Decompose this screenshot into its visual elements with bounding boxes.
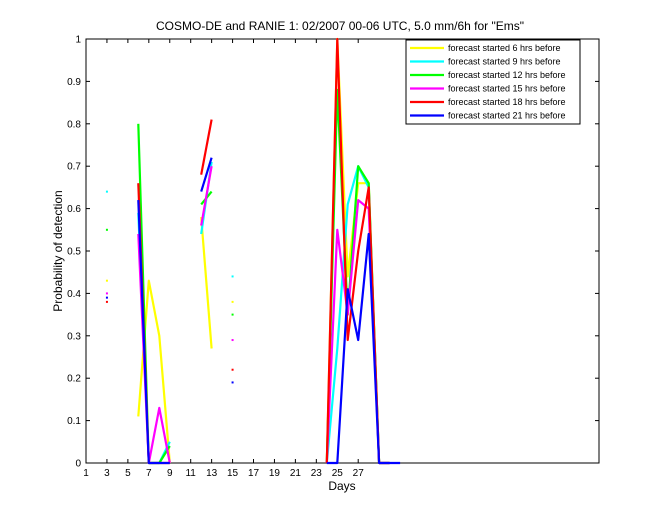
legend-label: forecast started 12 hrs before [448,70,566,80]
y-tick-label: 0.2 [67,374,81,385]
data-point [231,368,234,371]
y-tick-label: 0.4 [67,289,81,300]
x-tick-label: 19 [269,468,281,479]
legend-label: forecast started 18 hrs before [448,97,566,107]
data-point [105,190,108,193]
x-tick-label: 5 [125,468,131,479]
x-tick-label: 17 [248,468,260,479]
legend: forecast started 6 hrs before forecast st… [405,39,581,125]
data-point [105,228,108,231]
x-tick-label: 9 [167,468,173,479]
x-tick-label: 11 [185,468,196,479]
data-point [231,339,234,342]
legend-label: forecast started 15 hrs before [448,84,566,94]
data-point [105,296,108,299]
legend-label: forecast started 6 hrs before [448,43,561,53]
axis-ticks: 1 3 5 7 9 11 13 15 17 19 21 23 25 2700.10.20.30.40.50… [67,35,599,479]
x-tick-label: 13 [206,468,218,479]
series-line [200,166,213,226]
y-tick-label: 0.1 [67,416,81,427]
y-tick-label: 0.8 [67,119,81,130]
series-lines [105,37,401,465]
x-axis-title: Days [328,479,355,493]
y-tick-label: 0.6 [67,204,81,215]
series-line [137,200,170,465]
x-tick-label: 25 [332,468,344,479]
data-point [231,313,234,316]
data-point [105,292,108,295]
y-tick-label: 0.3 [67,331,81,342]
y-tick-label: 0.5 [67,247,81,258]
series-line [326,232,401,465]
chart-title: COSMO-DE and RANIE 1: 02/2007 00-06 UTC,… [156,19,524,33]
x-tick-label: 15 [227,468,239,479]
x-tick-label: 3 [104,468,110,479]
y-tick-label: 1 [75,35,81,46]
data-point [231,300,234,303]
x-tick-label: 7 [146,468,152,479]
y-axis-title: Probability of detection [51,190,65,311]
series-line [200,217,213,349]
legend-label: forecast started 9 hrs before [448,57,561,67]
data-point [105,279,108,282]
y-tick-label: 0.9 [67,77,81,88]
x-tick-label: 27 [353,468,365,479]
data-point [105,300,108,303]
y-tick-label: 0 [75,459,81,470]
data-point [231,275,234,278]
x-tick-label: 21 [290,468,302,479]
y-tick-label: 0.7 [67,162,81,173]
series-5 [105,157,401,465]
series-line [200,119,213,175]
legend-box [405,39,581,125]
data-point [231,381,234,384]
x-tick-label: 1 [83,468,89,479]
series-line [200,157,213,192]
legend-label: forecast started 21 hrs before [448,111,566,121]
x-tick-label: 23 [311,468,323,479]
